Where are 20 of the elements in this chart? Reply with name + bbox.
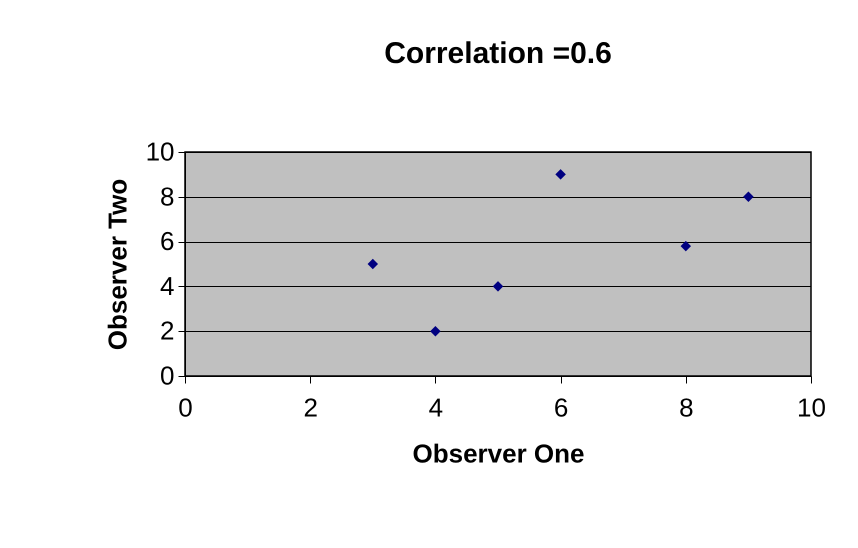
point (743, 192, 754, 202)
point (492, 281, 504, 292)
y-tick-label: 6 (160, 226, 174, 256)
y-tick-label: 2 (160, 316, 174, 346)
x-tick-label: 8 (679, 392, 694, 422)
x-tick-label: 2 (303, 392, 318, 422)
x-tick-label: 4 (428, 392, 444, 422)
x-tick-label: 6 (554, 392, 568, 422)
y-tick-label: 4 (160, 270, 174, 301)
x-axis-title: Observer One (412, 438, 584, 468)
point (555, 169, 566, 180)
x-tick-label: 10 (797, 392, 826, 422)
chart-title: Correlation =0.6 (384, 37, 612, 70)
y-axis-title: Observer Two (102, 178, 133, 350)
y-tick-label: 0 (160, 360, 174, 390)
y-tick-label: 10 (146, 136, 174, 166)
y-tick-label: 8 (160, 181, 174, 212)
point (430, 326, 441, 336)
point (680, 240, 692, 252)
point (368, 258, 378, 270)
